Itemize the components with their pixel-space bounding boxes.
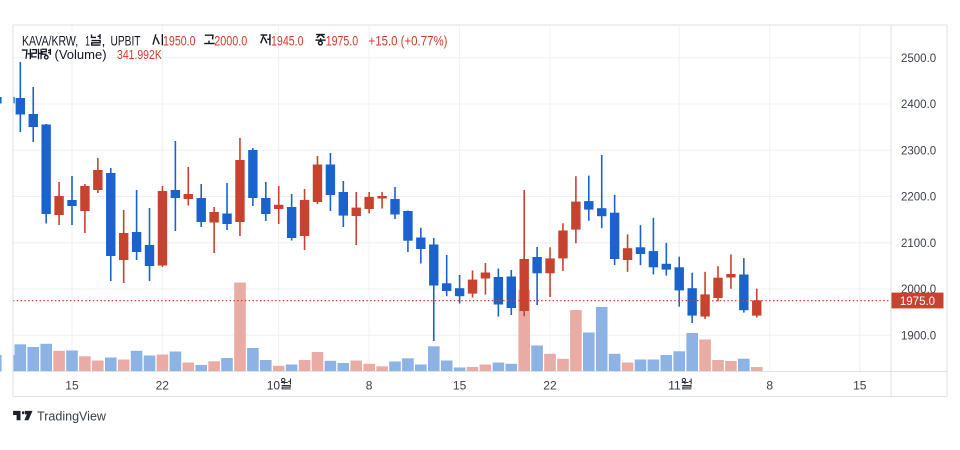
svg-text:2000.0: 2000.0 <box>214 32 247 48</box>
svg-text:,: , <box>102 32 106 48</box>
svg-text:11: 11 <box>668 378 681 392</box>
svg-text:1: 1 <box>85 32 90 48</box>
svg-text:2500.0: 2500.0 <box>901 53 936 65</box>
svg-text:(Volume): (Volume) <box>55 47 107 62</box>
svg-text:+15.0 (+0.77%): +15.0 (+0.77%) <box>369 32 448 48</box>
svg-text:2200.0: 2200.0 <box>901 192 936 204</box>
svg-text:UPBIT: UPBIT <box>111 32 141 48</box>
svg-text:1900.0: 1900.0 <box>901 330 936 342</box>
svg-text:2400.0: 2400.0 <box>901 99 936 111</box>
svg-text:15: 15 <box>65 378 79 392</box>
svg-text:2100.0: 2100.0 <box>901 238 936 250</box>
svg-text:1950.0: 1950.0 <box>163 32 196 48</box>
svg-text:22: 22 <box>543 378 557 392</box>
svg-text:15: 15 <box>853 378 867 392</box>
svg-text:341.992K: 341.992K <box>117 47 162 62</box>
svg-text:2300.0: 2300.0 <box>901 145 936 157</box>
svg-text:1975.0: 1975.0 <box>900 296 935 308</box>
svg-text:1945.0: 1945.0 <box>271 32 304 48</box>
svg-text:8: 8 <box>766 378 773 392</box>
svg-text:8: 8 <box>366 378 373 392</box>
svg-text:10: 10 <box>267 378 281 392</box>
svg-text:1975.0: 1975.0 <box>326 32 359 48</box>
svg-text:22: 22 <box>156 378 170 392</box>
svg-text:KAVA/KRW,: KAVA/KRW, <box>22 32 78 48</box>
svg-text:TradingView: TradingView <box>37 408 106 423</box>
svg-text:15: 15 <box>453 378 467 392</box>
